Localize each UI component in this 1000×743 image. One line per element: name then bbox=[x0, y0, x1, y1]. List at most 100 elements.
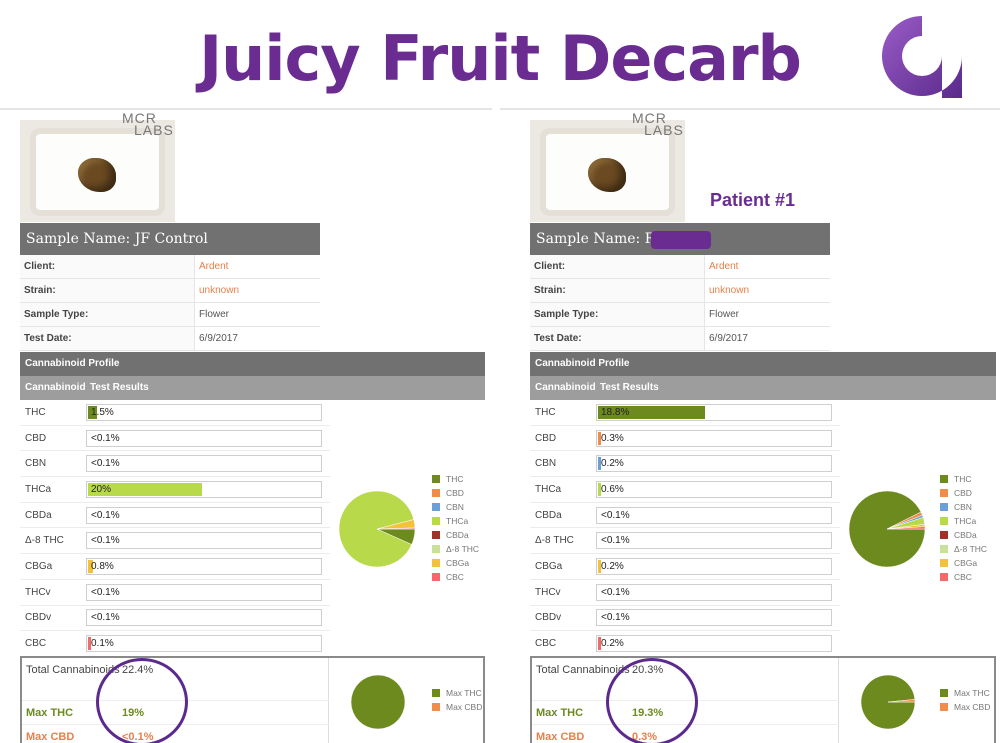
strain-value: unknown bbox=[709, 285, 750, 296]
result-value: <0.1% bbox=[601, 509, 630, 521]
result-value: <0.1% bbox=[91, 586, 120, 598]
pie-slice bbox=[338, 490, 415, 568]
cannabinoid-name: CBC bbox=[535, 638, 557, 650]
strain-label: Strain: bbox=[20, 279, 195, 302]
max-pie-legend: Max THC Max CBD bbox=[940, 686, 990, 714]
legend-label: Δ-8 THC bbox=[954, 544, 988, 554]
cannabinoid-profile-header: Cannabinoid Profile bbox=[20, 352, 485, 376]
result-bar: 0.2% bbox=[596, 557, 832, 575]
sample-info-table: Client: Ardent Strain: unknown Sample Type… bbox=[20, 255, 320, 351]
result-bar: 0.3% bbox=[596, 429, 832, 447]
result-bar: 0.1% bbox=[86, 635, 322, 653]
legend-swatch bbox=[940, 475, 948, 483]
legend-label: THCa bbox=[954, 516, 977, 526]
cannabinoid-bar-chart: THC 1.5% CBD <0.1% CBN <0.1% THCa 20% CBDa <0.1% Δ… bbox=[20, 400, 330, 657]
cannabinoid-row: CBGa 0.8% bbox=[20, 554, 330, 580]
result-bar: 0.6% bbox=[596, 480, 832, 498]
result-bar-fill bbox=[88, 559, 93, 573]
result-value: <0.1% bbox=[91, 458, 120, 470]
result-bar: <0.1% bbox=[86, 532, 322, 550]
cannabinoid-name: CBN bbox=[25, 458, 47, 470]
test-date-label: Test Date: bbox=[20, 327, 195, 350]
legend-swatch bbox=[940, 573, 948, 581]
cannabinoid-name: CBDv bbox=[25, 612, 52, 624]
strain-label: Strain: bbox=[530, 279, 705, 302]
legend-swatch bbox=[432, 489, 440, 497]
max-thc-label: Max THC bbox=[536, 707, 584, 719]
legend-item: Max THC bbox=[432, 686, 482, 700]
legend-item: CBGa bbox=[940, 556, 987, 570]
cannabinoid-row: CBC 0.1% bbox=[20, 631, 330, 657]
legend-label: CBC bbox=[446, 572, 464, 582]
cannabinoid-row: CBD <0.1% bbox=[20, 426, 330, 452]
result-bar: <0.1% bbox=[596, 609, 832, 627]
legend-item: CBD bbox=[940, 486, 987, 500]
legend-swatch bbox=[940, 559, 948, 567]
result-bar-fill bbox=[88, 482, 203, 496]
cannabinoid-name: CBGa bbox=[535, 560, 563, 572]
result-value: <0.1% bbox=[601, 612, 630, 624]
mcr-labs-logo: MCR LABS bbox=[122, 110, 174, 138]
legend-swatch bbox=[432, 545, 440, 553]
legend-item: THCa bbox=[940, 514, 987, 528]
cannabinoid-name: CBC bbox=[25, 638, 47, 650]
pie-legend: THC CBD CBN THCa CBDa Δ-8 THC CBGa CBC bbox=[940, 472, 987, 584]
result-value: 0.1% bbox=[91, 638, 114, 650]
result-value: 0.2% bbox=[601, 638, 624, 650]
result-value: 0.8% bbox=[91, 560, 114, 572]
pie-slice bbox=[350, 674, 406, 730]
legend-label: CBN bbox=[954, 502, 972, 512]
cannabinoid-row: Δ-8 THC <0.1% bbox=[530, 528, 840, 555]
result-bar: <0.1% bbox=[86, 583, 322, 601]
result-bar: <0.1% bbox=[596, 583, 832, 601]
pie-slice bbox=[887, 699, 916, 703]
cannabinoid-row: CBDv <0.1% bbox=[20, 606, 330, 632]
legend-item: CBDa bbox=[432, 528, 479, 542]
report-panel-control: MCR LABS Sample Name: JF Control Client: A… bbox=[20, 110, 500, 743]
cannabinoid-name: CBDv bbox=[535, 612, 562, 624]
result-bar-fill bbox=[88, 405, 97, 419]
max-cbd-label: Max CBD bbox=[536, 731, 585, 743]
result-bar: <0.1% bbox=[86, 609, 322, 627]
legend-swatch bbox=[432, 559, 440, 567]
redaction-box bbox=[651, 231, 711, 249]
total-cannabinoids-label: Total Cannabinoids bbox=[536, 664, 630, 676]
legend-swatch bbox=[940, 689, 948, 697]
pie-slice bbox=[376, 527, 416, 530]
col-cannabinoid: Cannabinoid bbox=[535, 382, 596, 393]
legend-label: Max THC bbox=[954, 688, 990, 698]
cannabinoid-name: THCa bbox=[25, 483, 52, 495]
result-bar: 18.8% bbox=[596, 403, 832, 421]
result-value: <0.1% bbox=[91, 535, 120, 547]
legend-label: CBD bbox=[446, 488, 464, 498]
total-cannabinoids-label: Total Cannabinoids bbox=[26, 664, 120, 676]
legend-swatch bbox=[940, 531, 948, 539]
result-bar-fill bbox=[598, 457, 601, 471]
legend-label: Max CBD bbox=[954, 702, 991, 712]
sample-type-value: Flower bbox=[709, 309, 740, 320]
cannabinoid-name: CBDa bbox=[25, 509, 52, 521]
result-bar: 0.8% bbox=[86, 557, 322, 575]
cannabinoid-name: CBD bbox=[25, 432, 47, 444]
cannabinoid-columns-header: Cannabinoid Test Results bbox=[20, 376, 485, 400]
legend-swatch bbox=[432, 703, 440, 711]
legend-swatch bbox=[940, 517, 948, 525]
result-bar: <0.1% bbox=[596, 532, 832, 550]
legend-label: THCa bbox=[446, 516, 469, 526]
legend-item: Δ-8 THC bbox=[432, 542, 479, 556]
cannabinoid-row: THCv <0.1% bbox=[530, 580, 840, 606]
legend-label: CBC bbox=[954, 572, 972, 582]
client-label: Client: bbox=[530, 255, 705, 278]
result-bar: <0.1% bbox=[596, 506, 832, 524]
result-value: 20% bbox=[91, 483, 112, 495]
test-date-value: 6/9/2017 bbox=[199, 333, 238, 344]
legend-item: CBN bbox=[940, 500, 987, 514]
report-panel-patient: MCR LABS Patient #1 Sample Name: Ra h Cli… bbox=[530, 111, 996, 743]
cannabinoid-row: CBDa <0.1% bbox=[530, 503, 840, 529]
legend-item: Max CBD bbox=[432, 700, 482, 714]
cannabinoid-name: THCa bbox=[535, 483, 562, 495]
sample-info-table: Client: Ardent Strain: unknown Sample Type… bbox=[530, 255, 830, 351]
legend-item: CBDa bbox=[940, 528, 987, 542]
legend-label: CBD bbox=[954, 488, 972, 498]
highlight-circle bbox=[96, 658, 188, 743]
